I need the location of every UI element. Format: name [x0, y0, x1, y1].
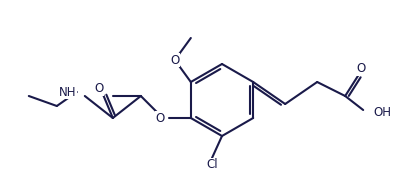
- Text: NH: NH: [59, 86, 77, 98]
- Text: O: O: [94, 82, 103, 95]
- Text: O: O: [356, 63, 366, 75]
- Text: Cl: Cl: [206, 158, 218, 171]
- Text: O: O: [156, 112, 165, 125]
- Text: OH: OH: [373, 107, 391, 119]
- Text: O: O: [170, 54, 180, 66]
